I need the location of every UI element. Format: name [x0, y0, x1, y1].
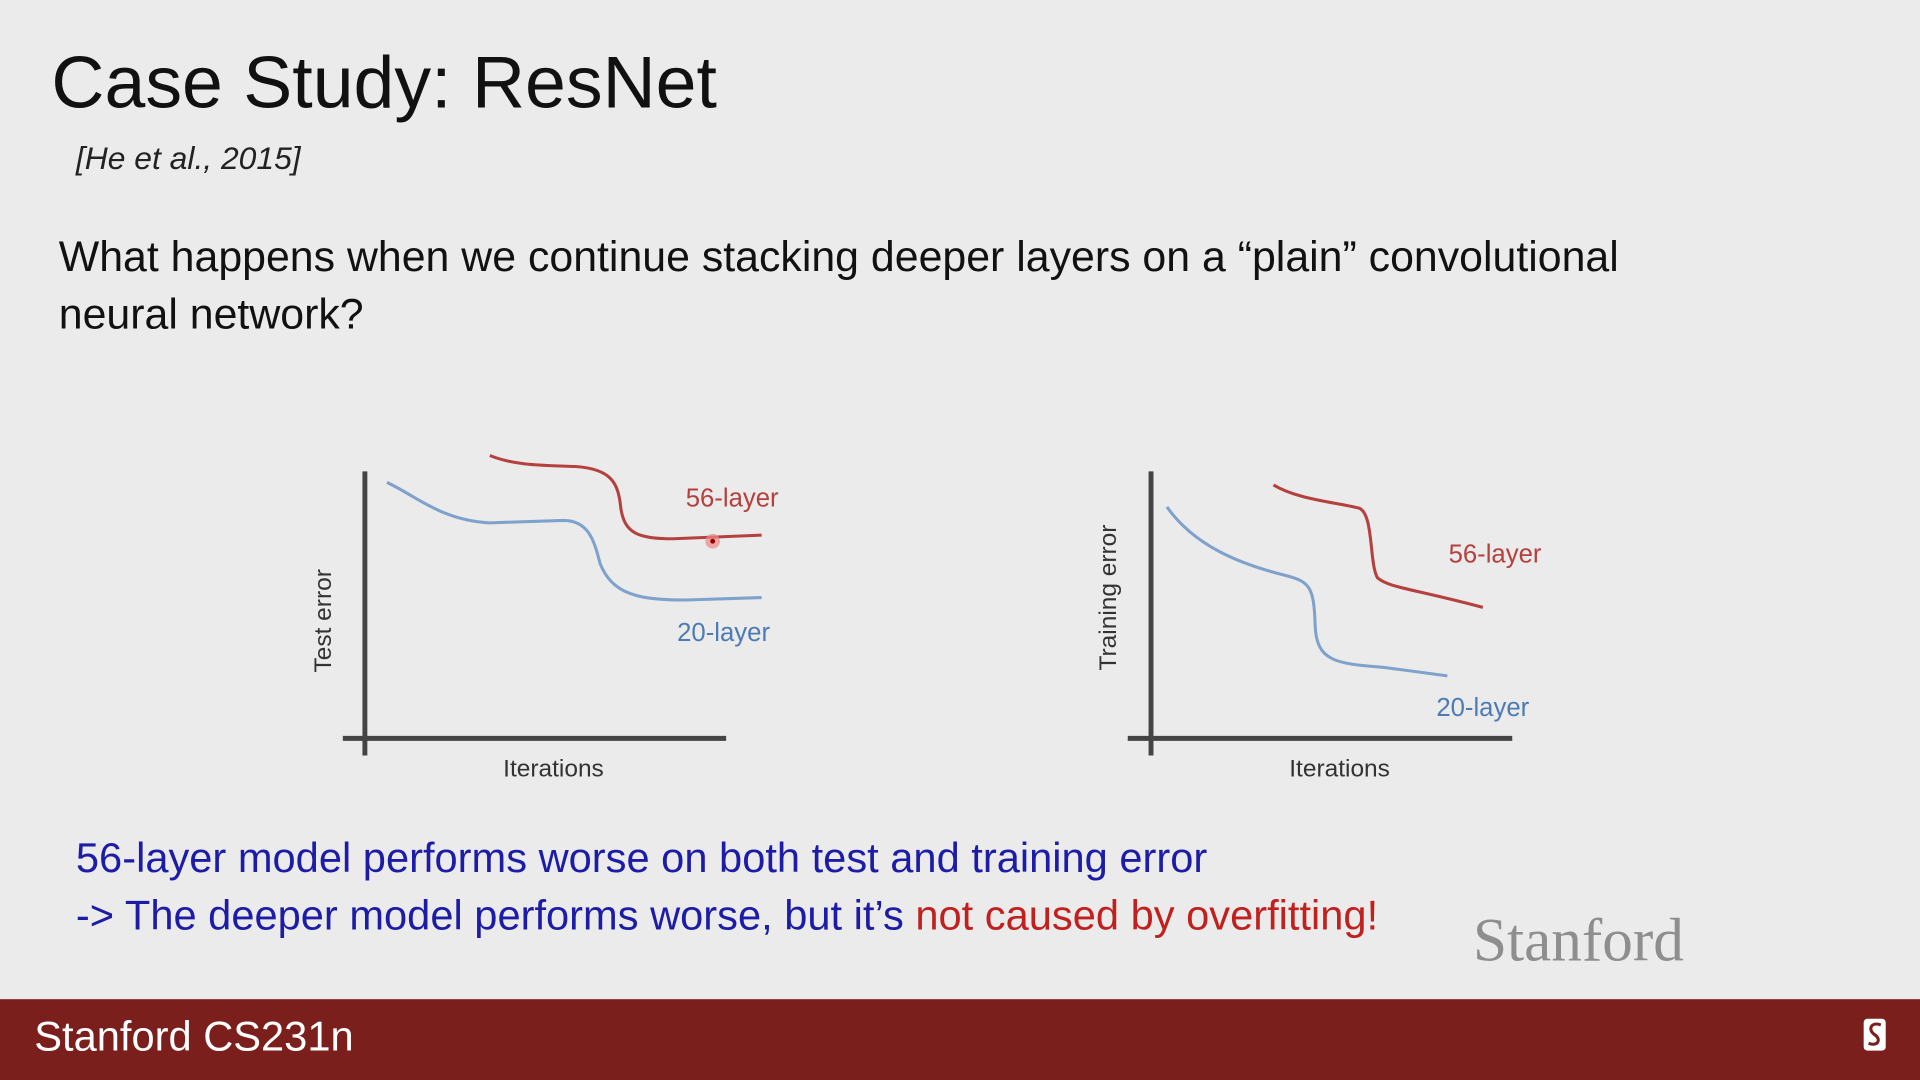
axes	[342, 471, 727, 756]
test-error-figure: 56-layer 20-layer Test error Iterations	[310, 454, 779, 783]
training-error-figure: 56-layer 20-layer Training error Iterati…	[1095, 471, 1542, 783]
conclusion-line: 56-layer model performs worse on both te…	[76, 834, 1207, 881]
y-label: Training error	[1095, 525, 1122, 671]
curve	[1165, 506, 1448, 678]
question-line: What happens when we continue stacking d…	[59, 233, 1619, 281]
footer-bar	[0, 999, 1920, 1080]
pointer	[710, 538, 716, 544]
y-label: Test error	[310, 569, 337, 672]
curve	[1272, 483, 1484, 609]
curve-label: 20-layer	[1436, 694, 1529, 722]
x-label: Iterations	[1289, 756, 1390, 783]
curve-label: 56-layer	[1449, 541, 1542, 569]
footer-course: Stanford CS231n	[34, 1013, 353, 1060]
citation: [He et al., 2015]	[75, 140, 302, 176]
conclusion-highlight: not caused by overfitting!	[915, 891, 1378, 938]
axes	[1127, 471, 1513, 756]
conclusion-text: -> The deeper model performs worse, but …	[76, 891, 915, 938]
x-label: Iterations	[503, 756, 604, 783]
curve-label: 20-layer	[677, 619, 770, 647]
title: Case Study: ResNet	[51, 41, 716, 124]
watermark: Stanford	[1473, 907, 1684, 975]
curve	[386, 481, 762, 602]
logo	[1863, 1018, 1886, 1051]
curve-label: 56-layer	[686, 484, 779, 512]
question-line: neural network?	[59, 290, 364, 338]
logo-mark	[1867, 1022, 1882, 1046]
curve	[489, 454, 762, 541]
conclusion-line: -> The deeper model performs worse, but …	[76, 891, 1378, 938]
